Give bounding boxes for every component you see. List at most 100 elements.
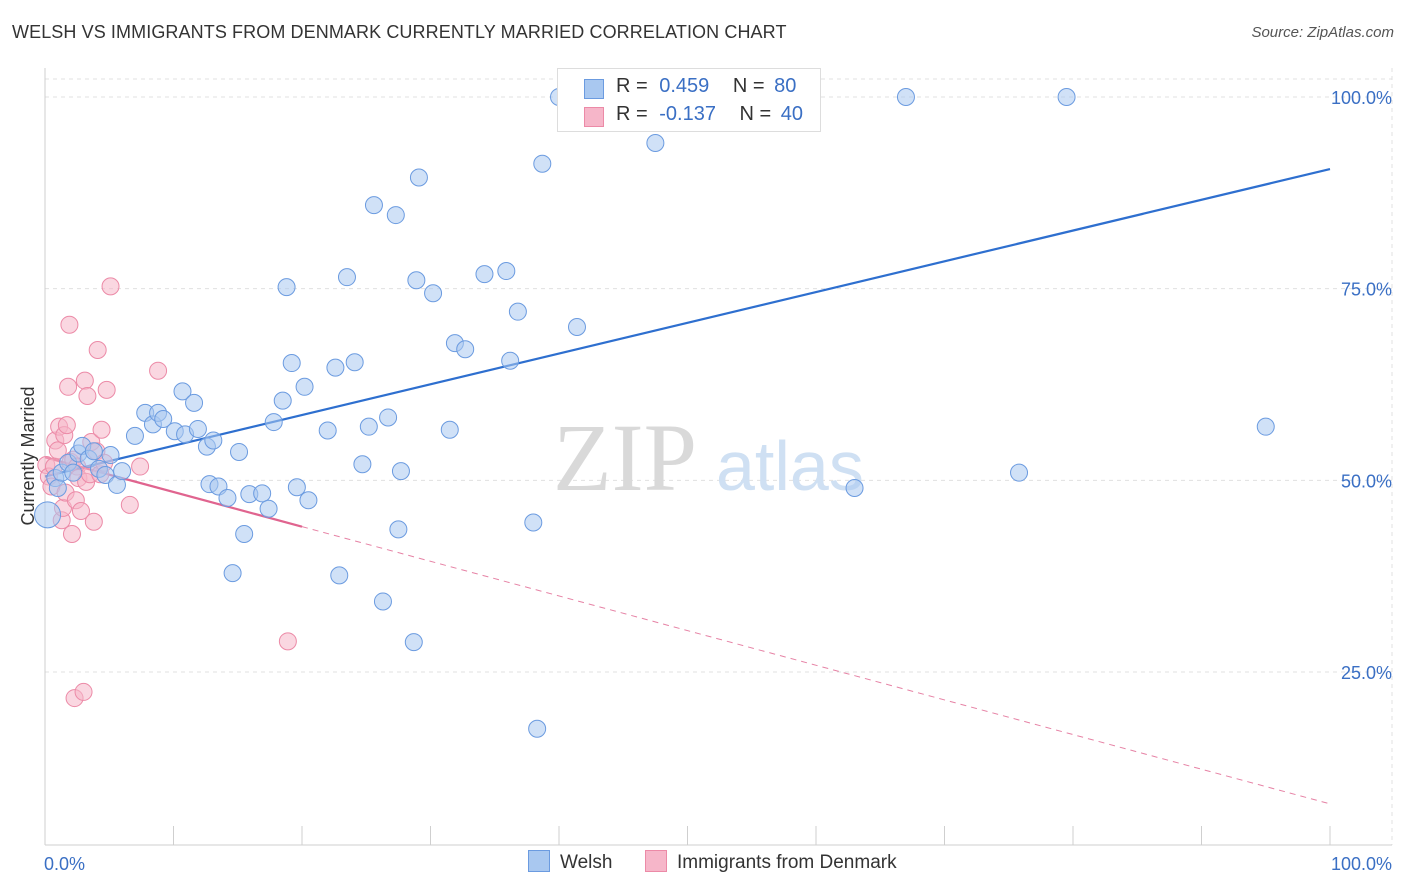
welsh-point	[185, 393, 204, 412]
welsh-point	[230, 442, 249, 461]
welsh-point	[567, 318, 586, 336]
denmark-point	[57, 416, 76, 435]
watermark-atlas: atlas	[716, 427, 864, 505]
welsh-r-value: 0.459	[659, 75, 710, 97]
welsh-point	[364, 196, 383, 215]
welsh-point	[528, 719, 547, 738]
bottom-welsh-swatch	[528, 850, 550, 872]
welsh-swatch	[584, 79, 604, 99]
welsh-point	[501, 351, 520, 370]
bottom-denmark-swatch	[645, 850, 667, 872]
welsh-point	[287, 478, 306, 497]
y-tick-label-25: 25.0%	[1341, 663, 1392, 683]
welsh-point	[407, 271, 426, 290]
welsh-point	[113, 462, 132, 481]
welsh-point	[259, 499, 278, 518]
welsh-point	[48, 479, 67, 497]
welsh-point	[273, 391, 292, 410]
bottom-welsh-label: Welsh	[560, 852, 613, 873]
denmark-r-value: -0.137	[659, 103, 716, 125]
welsh-point	[125, 426, 144, 445]
welsh-point	[204, 431, 223, 450]
x-tick-label-0: 0.0%	[44, 854, 85, 874]
welsh-point	[508, 302, 527, 321]
welsh-point	[456, 340, 475, 359]
welsh-point	[359, 417, 378, 436]
welsh-point	[154, 410, 173, 428]
welsh-point	[295, 377, 314, 396]
welsh-point	[34, 501, 62, 529]
welsh-point	[64, 463, 83, 482]
denmark-point	[48, 441, 67, 460]
y-tick-label-75: 75.0%	[1341, 280, 1392, 300]
welsh-point	[345, 353, 364, 372]
welsh-point	[353, 455, 372, 474]
denmark-r-label: R =	[616, 103, 648, 125]
welsh-point	[326, 358, 345, 377]
welsh-point	[223, 564, 242, 583]
welsh-n-label: N =	[732, 75, 765, 97]
welsh-point	[337, 268, 356, 287]
x-tick-label-100: 100.0%	[1331, 854, 1392, 874]
welsh-point	[386, 206, 405, 225]
denmark-point	[84, 512, 103, 531]
denmark-point	[60, 315, 79, 334]
watermark-zip: ZIP	[553, 404, 697, 511]
denmark-point	[97, 380, 116, 399]
bottom-legend-denmark: Immigrants from Denmark	[645, 850, 897, 874]
welsh-point	[84, 442, 103, 461]
y-tick-label-100: 100.0%	[1331, 88, 1392, 108]
welsh-point	[218, 488, 237, 507]
welsh-point	[391, 462, 410, 481]
welsh-point	[646, 134, 665, 152]
welsh-point	[299, 491, 318, 510]
welsh-n-value: 80	[774, 75, 797, 97]
welsh-point	[330, 566, 349, 585]
source-label: Source: ZipAtlas.com	[1251, 24, 1394, 41]
welsh-point	[264, 413, 283, 432]
denmark-swatch	[584, 107, 604, 127]
tick-labels: 25.0% 50.0% 75.0% 100.0% 0.0% 100.0%	[44, 88, 1392, 874]
welsh-points	[34, 88, 1275, 738]
welsh-point	[173, 382, 192, 401]
bottom-denmark-label: Immigrants from Denmark	[677, 852, 897, 873]
welsh-point	[277, 278, 296, 297]
denmark-point	[101, 277, 120, 296]
chart-title: WELSH VS IMMIGRANTS FROM DENMARK CURRENT…	[12, 22, 787, 42]
welsh-point	[424, 284, 443, 303]
denmark-point	[92, 420, 111, 439]
welsh-point	[533, 154, 552, 173]
grid	[45, 68, 1393, 845]
welsh-point	[379, 408, 398, 427]
welsh-point	[1010, 463, 1029, 482]
denmark-n-value: 40	[780, 103, 804, 125]
welsh-point	[389, 520, 408, 539]
denmark-point	[62, 525, 81, 543]
welsh-point	[845, 479, 864, 497]
welsh-point	[404, 633, 423, 652]
denmark-point	[278, 632, 297, 651]
denmark-point	[71, 502, 90, 520]
denmark-point	[59, 377, 78, 396]
bottom-legend-welsh: Welsh	[528, 850, 612, 874]
denmark-point	[149, 361, 168, 380]
welsh-r-label: R =	[616, 75, 648, 97]
denmark-point	[75, 371, 94, 390]
y-axis-title: Currently Married	[18, 386, 38, 525]
denmark-point	[88, 341, 107, 359]
denmark-trend-line-dashed	[301, 526, 1331, 805]
welsh-point	[440, 420, 459, 439]
welsh-point	[497, 262, 516, 281]
welsh-point	[235, 525, 254, 543]
welsh-point	[475, 265, 494, 284]
welsh-point	[96, 465, 115, 484]
welsh-trend-line	[44, 167, 1331, 478]
welsh-point	[318, 421, 337, 440]
y-tick-label-50: 50.0%	[1341, 471, 1392, 491]
watermark: ZIP atlas	[553, 404, 864, 511]
welsh-point	[253, 484, 272, 503]
welsh-point	[409, 168, 428, 187]
denmark-point	[74, 682, 93, 701]
welsh-point	[896, 88, 915, 106]
